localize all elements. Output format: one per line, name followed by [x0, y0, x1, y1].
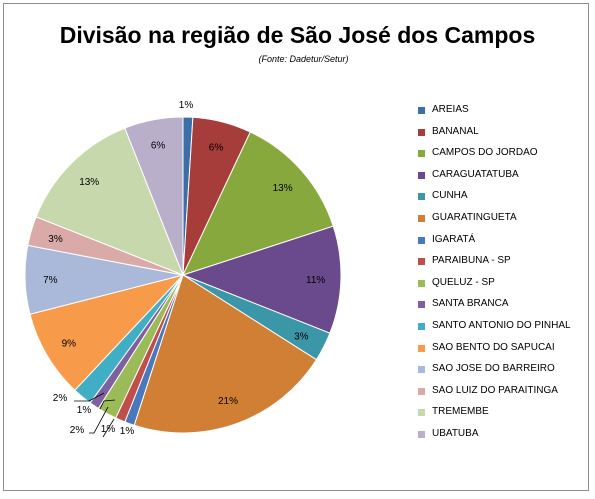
- legend-label: BANANAL: [432, 125, 479, 137]
- legend-swatch: [418, 279, 425, 287]
- legend-swatch: [418, 322, 425, 330]
- data-label: 7%: [43, 275, 58, 286]
- legend-label: PARAIBUNA - SP: [432, 255, 511, 267]
- leader-line: [74, 392, 105, 402]
- data-label: 6%: [209, 142, 224, 153]
- chart-subtitle: (Fonte: Dadetur/Setur): [258, 54, 349, 64]
- data-label: 3%: [294, 331, 309, 342]
- legend-swatch: [418, 387, 425, 395]
- legend-swatch: [418, 171, 425, 179]
- legend-label: CARAGUATATUBA: [432, 168, 519, 180]
- data-label: 21%: [218, 396, 238, 407]
- legend-label: AREIAS: [432, 104, 469, 115]
- legend-swatch: [418, 344, 425, 352]
- legend-swatch: [418, 150, 425, 158]
- data-label: 6%: [151, 141, 166, 152]
- legend-swatch: [418, 107, 425, 114]
- pie-slice-campos-do-jordao: [182, 131, 334, 276]
- legend-swatch: [418, 128, 425, 136]
- pie-slice-sao-bento-do-sapucai: [29, 274, 185, 391]
- data-label: 1%: [77, 405, 92, 416]
- leader-line: [89, 406, 109, 434]
- data-label: 2%: [53, 393, 68, 404]
- legend-swatch: [418, 301, 425, 309]
- legend-label: SANTO ANTONIO DO PINHAL: [432, 319, 571, 331]
- legend-swatch: [418, 214, 425, 222]
- data-label: 9%: [62, 339, 77, 350]
- legend-label: CUNHA: [432, 190, 468, 202]
- data-label: 13%: [79, 177, 99, 188]
- legend-label: CAMPOS DO JORDAO: [432, 147, 538, 159]
- legend-label: SAO LUIZ DO PARAITINGA: [432, 384, 558, 396]
- legend-label: SANTA BRANCA: [432, 298, 509, 310]
- data-label: 11%: [306, 275, 325, 286]
- pie-slice-tremembe: [35, 127, 184, 276]
- data-label: 1%: [179, 100, 194, 111]
- data-label: 3%: [48, 234, 63, 245]
- pie-slice-ubatuba: [124, 116, 184, 276]
- leader-line: [99, 399, 116, 410]
- legend-swatch: [418, 430, 425, 438]
- pie-slice-caraguatatuba: [181, 225, 342, 334]
- leader-line: [102, 418, 115, 438]
- legend-swatch: [418, 409, 425, 417]
- legend-swatch: [418, 366, 425, 374]
- legend-label: IGARATÁ: [432, 233, 476, 245]
- legend-swatch: [418, 258, 425, 266]
- legend-label: SAO BENTO DO SAPUCAI: [432, 341, 555, 353]
- legend-label: UBATUBA: [432, 427, 479, 439]
- data-label: 13%: [273, 183, 293, 194]
- legend-label: TREMEMBE: [432, 406, 489, 418]
- pie-slice-guaratingueta: [133, 274, 318, 434]
- legend-label: QUELUZ - SP: [432, 276, 495, 288]
- legend-swatch: [418, 236, 425, 244]
- chart-title: Divisão na região de São José dos Campos: [59, 22, 536, 48]
- data-label: 1%: [101, 424, 116, 435]
- legend-label: SAO JOSE DO BARREIRO: [432, 363, 555, 375]
- legend-label: GUARATINGUETA: [432, 211, 517, 223]
- legend-swatch: [418, 193, 425, 201]
- data-label: 2%: [70, 425, 85, 436]
- data-label: 1%: [120, 426, 135, 437]
